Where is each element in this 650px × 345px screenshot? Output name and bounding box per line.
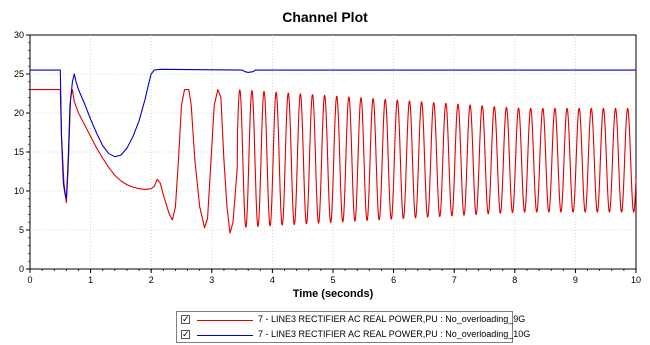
- x-tick-label: 7: [452, 275, 457, 285]
- legend-swatch-10g: [197, 335, 253, 336]
- x-tick-label: 2: [149, 275, 154, 285]
- x-tick-label: 9: [573, 275, 578, 285]
- y-tick-label: 10: [14, 186, 24, 196]
- series-line-10g: [30, 68, 636, 200]
- y-tick-label: 30: [14, 30, 24, 40]
- legend-item-9g[interactable]: ✓ 7 - LINE3 RECTIFIER AC REAL POWER,PU :…: [177, 313, 525, 328]
- x-tick-label: 10: [631, 275, 641, 285]
- x-tick-label: 5: [330, 275, 335, 285]
- chart-title: Channel Plot: [282, 9, 368, 25]
- legend-label-10g: 7 - LINE3 RECTIFIER AC REAL POWER,PU : N…: [258, 329, 531, 339]
- x-tick-label: 8: [512, 275, 517, 285]
- y-tick-label: 20: [14, 108, 24, 118]
- legend-checkbox-9g[interactable]: ✓: [181, 315, 190, 325]
- series-line-9g: [30, 89, 637, 234]
- x-axis-label: Time (seconds): [292, 288, 374, 300]
- legend-checkbox-10g[interactable]: ✓: [181, 330, 190, 340]
- x-tick-label: 6: [391, 275, 396, 285]
- y-tick-label: 5: [19, 225, 24, 235]
- x-tick-label: 4: [270, 275, 275, 285]
- legend-swatch-9g: [197, 320, 253, 321]
- legend-label-9g: 7 - LINE3 RECTIFIER AC REAL POWER,PU : N…: [258, 314, 526, 324]
- legend-item-10g[interactable]: ✓ 7 - LINE3 RECTIFIER AC REAL POWER,PU :…: [177, 328, 530, 343]
- y-tick-label: 25: [14, 69, 24, 79]
- x-tick-label: 0: [27, 275, 32, 285]
- legend: ✓ 7 - LINE3 RECTIFIER AC REAL POWER,PU :…: [176, 311, 530, 343]
- x-tick-label: 1: [88, 275, 93, 285]
- y-tick-label: 15: [14, 147, 24, 157]
- x-tick-label: 3: [209, 275, 214, 285]
- y-tick-label: 0: [19, 264, 24, 274]
